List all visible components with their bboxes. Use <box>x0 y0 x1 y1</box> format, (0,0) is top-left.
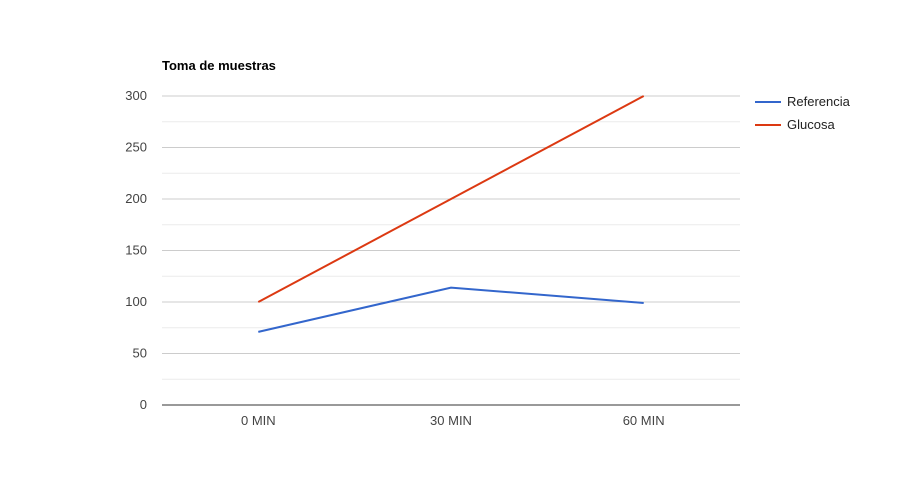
y-tick-label: 300 <box>125 88 147 103</box>
x-tick-label: 30 MIN <box>430 413 472 428</box>
legend: Referencia Glucosa <box>755 94 851 132</box>
y-tick-label: 100 <box>125 294 147 309</box>
y-tick-label: 250 <box>125 140 147 155</box>
y-tick-label: 150 <box>125 243 147 258</box>
series-lines <box>257 95 645 333</box>
series-line-referencia <box>258 286 644 333</box>
x-tick-label: 60 MIN <box>623 413 665 428</box>
series-line-glucosa <box>257 95 645 303</box>
y-tick-label: 50 <box>133 346 147 361</box>
chart-title: Toma de muestras <box>162 58 276 73</box>
legend-label-referencia: Referencia <box>787 94 851 109</box>
legend-label-glucosa: Glucosa <box>787 117 835 132</box>
grid-lines <box>162 95 740 380</box>
y-tick-label: 0 <box>140 397 147 412</box>
y-tick-label: 200 <box>125 191 147 206</box>
x-tick-label: 0 MIN <box>241 413 276 428</box>
axes: 0 50 100 150 200 250 300 0 MIN 30 MIN 60 MIN <box>125 88 740 428</box>
